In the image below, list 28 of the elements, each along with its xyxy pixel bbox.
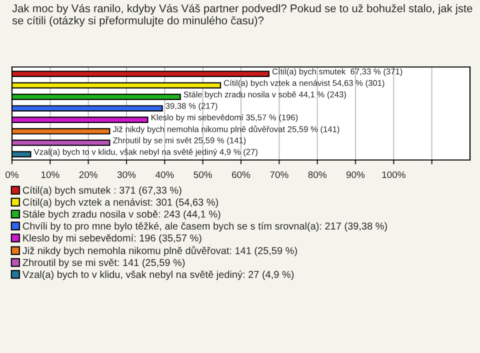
x-tick-label: 30% [117,171,136,178]
x-tick-label: 10% [41,171,60,178]
x-tick-label: 70% [270,171,288,178]
legend-label: Chvíli by to pro mne bylo těžké, ale časem bych se s tím srovnal(a): 217 (39,38 %) [22,222,387,232]
data-label: 39,38 % (217) [166,102,218,110]
data-label: Cítil(a) bych vztek a nenávist 54,63 % (301) [224,80,384,88]
data-label: Zhroutil by se mi svět 25,59 % (141) [112,137,246,145]
x-tick-label: 60% [232,171,250,178]
data-label: Cítil(a) bych smutek 67,33 % (371) [272,68,402,76]
x-tick-label: 100% [382,171,406,178]
x-tick-label: 90% [346,171,365,178]
legend-label: Již nikdy bych nemohla nikomu plně důvěřovat: 141 (25,59 %) [22,246,297,256]
x-tick-label: 40% [155,171,174,178]
data-label: Kleslo by mi sebevědomí 35,57 % (196) [151,114,298,122]
x-tick-label: 0% [6,171,18,178]
data-label: Vzal(a) bych to v klidu, však nebyl na světě jediný 4,9 % (27) [34,148,258,156]
legend-label: Vzal(a) bych to v klidu, však nebyl na světě jediný: 27 (4,9 %) [22,270,294,280]
legend-label: Kleslo by mi sebevědomí: 196 (35,57 %) [23,234,202,244]
x-tick-label: 50% [194,171,212,178]
data-label: Stále bych zradu nosila v sobě 44,1 % (243) [184,91,346,100]
legend-label: Cítil(a) bych smutek : 371 (67,33 %) [22,186,182,196]
legend-label: Cítil(a) bych vztek a nenávist: 301 (54,63 %) [22,198,218,208]
legend-label: Stále bych zradu nosila v sobě: 243 (44,1 %) [22,210,220,220]
x-tick-label: 20% [79,171,98,178]
data-label: Již nikdy bych nemohla nikomu plně důvěřovat 25,59 % (141) [112,125,340,134]
chart-title: Jak moc by Vás ranilo, kdyby Vás Váš partner podvedl? Pokud se to už bohužel stalo, jak jste se cítili (otázky si přeformulujte do minulého času)? [12,4,472,27]
legend-label: Zhroutil by se mi svět: 141 (25,59 %) [22,258,185,268]
x-tick-label: 80% [308,171,326,178]
